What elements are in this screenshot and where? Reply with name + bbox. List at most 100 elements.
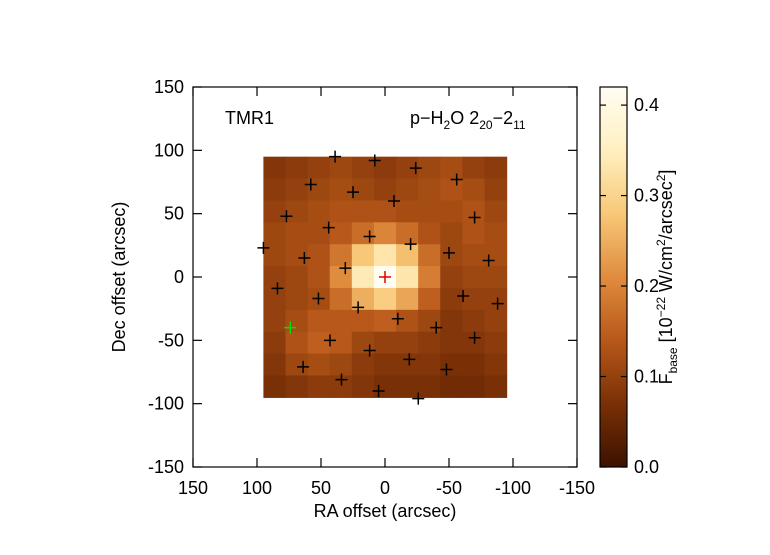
map-cell [484,178,508,202]
spaxel-marker [271,282,284,295]
map-cell [396,309,419,333]
spaxel-marker [312,292,325,305]
colorbar-tick-label: 0.1 [634,367,659,387]
y-tick-label: 100 [154,140,184,160]
map-cell [396,178,419,202]
map-cell [263,353,287,377]
spaxel-marker [403,353,416,366]
map-cell [418,309,441,333]
map-cell [351,353,375,377]
map-label: TMR1 [225,108,274,128]
map-cell [329,287,353,311]
x-tick-label: 0 [380,478,390,498]
map-cell [329,244,353,267]
map-cell [462,287,486,311]
y-tick-label: -150 [148,457,184,477]
map-cell [462,309,486,333]
spaxel-marker [468,331,481,344]
map-cell [418,222,441,245]
map-cell [373,375,397,398]
map-cell [307,375,331,398]
map-cell [396,200,419,223]
map-cell [462,156,486,180]
map-cell [263,287,287,311]
x-tick-label: 150 [178,478,208,498]
map-cell [462,222,486,245]
spaxel-marker [409,162,422,175]
spaxel-marker [468,211,481,224]
map-cell [396,222,419,245]
label-part: [10 [656,317,676,347]
x-tick-label: 50 [311,478,331,498]
map-cell [285,244,309,267]
colorbar-tick-label: 0.2 [634,276,659,296]
colorbar-tick-label: 0.4 [634,95,659,115]
map-cell [351,266,375,289]
label-part: W/cm [656,246,676,297]
map-cell [351,331,375,355]
map-cell [373,156,397,180]
x-tick-label: 100 [242,478,272,498]
spaxel-marker [372,385,385,397]
map-cell [418,266,441,289]
spaxel-marker [482,254,495,267]
spaxel-marker [347,186,359,199]
map-cell [285,266,309,289]
map-cell [263,156,287,180]
map-cell [484,309,508,333]
label-part: 11 [513,118,526,132]
map-cell [484,331,508,355]
map-cell [285,178,309,202]
map-cell [373,222,397,245]
map-cell [440,309,463,333]
map-cell [440,178,463,202]
colorbar-title: Fbase [10−22 W/cm2/arcsec2] [654,170,680,385]
map-cell [307,200,331,223]
map-cell [351,309,375,333]
spaxel-marker [298,252,311,264]
map-cell [462,200,486,223]
map-cell [418,375,441,398]
map-cell [263,309,287,333]
line-label: p−H2O 220−211 [410,108,526,132]
spaxel-marker [387,195,400,207]
map-cell [263,375,287,398]
map-cell [263,200,287,223]
map-cell [307,222,331,245]
map-cell [440,156,463,180]
map-cell [373,178,397,202]
spaxel-marker [457,290,470,302]
map-cell [440,266,463,289]
label-part: 2 [654,174,668,181]
spaxel-marker [443,246,455,259]
label-part: /arcsec [656,181,676,239]
map-cell [285,287,309,311]
label-part: base [666,347,680,373]
map-cell [329,331,353,355]
label-part: p−H [410,108,444,128]
map-cell [396,244,419,267]
label-part: −2 [493,108,514,128]
map-cell [263,331,287,355]
map-cell [307,353,331,377]
colorbar-tick-label: 0.0 [634,457,659,477]
spaxel-marker [329,150,342,163]
map-cell [285,222,309,245]
map-cell [307,244,331,267]
map-cell [329,178,353,202]
spaxel-marker [280,210,293,223]
map-cell [307,156,331,180]
map-cell [484,266,508,289]
map-cell [484,222,508,245]
map-cell [351,244,375,267]
spaxel-marker [257,241,270,254]
map-cell [351,156,375,180]
map-cell [329,200,353,223]
spaxel-marker [450,173,463,186]
map-cell [418,287,441,311]
spaxel-marker [322,221,335,234]
label-part: O 2 [450,108,479,128]
map-cell [329,156,353,180]
map-cell [396,331,419,355]
